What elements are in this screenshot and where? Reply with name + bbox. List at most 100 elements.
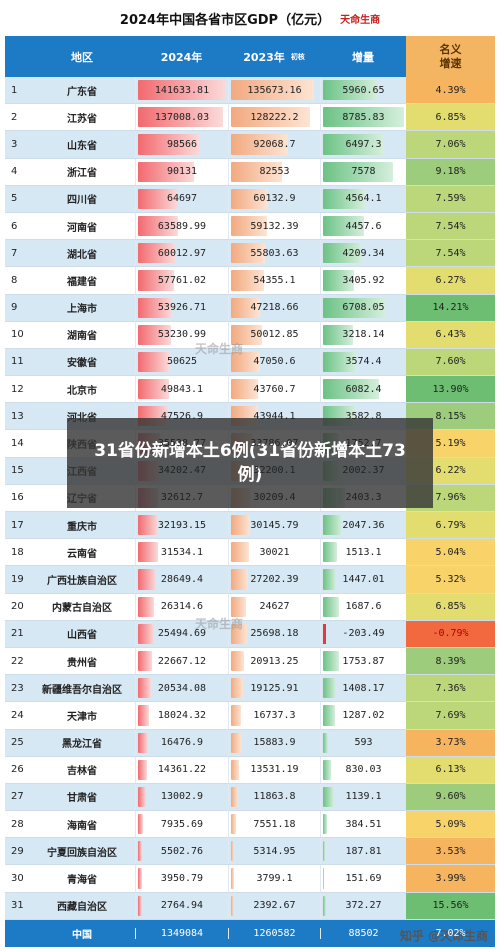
increase-cell: 1687.6 bbox=[320, 593, 406, 620]
rate-value: 6.85% bbox=[435, 601, 466, 613]
rank-value: 6 bbox=[11, 220, 18, 232]
increase-bar bbox=[323, 270, 355, 291]
gdp-2023-bar bbox=[231, 786, 239, 808]
gdp-2024-bar bbox=[138, 243, 176, 264]
increase-value: 2047.36 bbox=[342, 519, 385, 531]
table-row: 6 河南省 63589.99 59132.39 4457.6 7.54% bbox=[5, 212, 495, 241]
gdp-2023-bar bbox=[231, 732, 241, 753]
rate-value: 3.73% bbox=[435, 737, 466, 749]
gdp-2024-bar bbox=[138, 297, 172, 318]
gdp-2024-bar bbox=[138, 895, 142, 916]
region-cell: 海南省 bbox=[29, 811, 135, 837]
increase-cell: 4564.1 bbox=[320, 185, 406, 212]
region-name: 浙江省 bbox=[67, 168, 97, 180]
increase-cell: 2047.36 bbox=[320, 512, 406, 539]
rate-value: 5.04% bbox=[435, 546, 466, 558]
region-name: 广东省 bbox=[67, 86, 97, 98]
region-cell: 青海省 bbox=[29, 865, 135, 891]
gdp-2023-value: 92068.7 bbox=[253, 138, 296, 150]
rate-cell: 5.32% bbox=[406, 566, 495, 593]
gdp-2023-bar bbox=[231, 814, 236, 835]
region-cell: 江苏省 bbox=[29, 104, 135, 130]
gdp-2024-value: 5502.76 bbox=[160, 845, 204, 857]
table-row: 19 广西壮族自治区 28649.4 27202.39 1447.01 5.32% bbox=[5, 566, 495, 594]
increase-value: 1408.17 bbox=[342, 682, 385, 694]
rate-cell: 8.39% bbox=[406, 647, 495, 675]
increase-cell: 6497.3 bbox=[320, 131, 406, 158]
header-increase: 增量 bbox=[352, 50, 374, 64]
rate-cell: 6.13% bbox=[406, 756, 495, 783]
rate-cell: 9.60% bbox=[406, 783, 495, 811]
rate-value: 7.54% bbox=[435, 220, 466, 232]
gdp-2024-cell: 57761.02 bbox=[135, 267, 228, 294]
gdp-2023-value: 60132.9 bbox=[253, 193, 296, 205]
rate-cell: 9.18% bbox=[406, 158, 495, 185]
rank-value: 7 bbox=[11, 247, 18, 259]
rank-cell: 4 bbox=[5, 159, 29, 185]
region-name: 新疆维吾尔自治区 bbox=[42, 684, 122, 696]
region-cell: 四川省 bbox=[29, 186, 135, 212]
gdp-2023-bar bbox=[231, 351, 260, 373]
gdp-2023-cell: 30021 bbox=[228, 539, 320, 566]
rate-cell: 3.73% bbox=[406, 729, 495, 756]
gdp-2023-bar bbox=[231, 841, 235, 862]
gdp-2024-value: 32193.15 bbox=[157, 519, 207, 531]
gdp-2024-value: 49843.1 bbox=[160, 383, 204, 395]
gdp-2023-value: 135673.16 bbox=[247, 84, 302, 96]
gdp-2024-value: 90131 bbox=[166, 166, 198, 178]
gdp-2023-cell: 24627 bbox=[228, 593, 320, 620]
rank-value: 17 bbox=[11, 519, 24, 531]
gdp-2024-bar bbox=[138, 188, 179, 209]
increase-value: 2403.3 bbox=[345, 492, 382, 504]
region-name: 内蒙古自治区 bbox=[52, 603, 112, 615]
gdp-2024-bar bbox=[138, 868, 142, 889]
table-row: 24 天津市 18024.32 16737.3 1287.02 7.69% bbox=[5, 702, 495, 730]
rate-cell: 7.54% bbox=[406, 240, 495, 267]
increase-value: 3574.4 bbox=[345, 356, 382, 368]
gdp-2024-value: 57761.02 bbox=[157, 274, 207, 286]
region-cell: 吉林省 bbox=[29, 757, 135, 783]
gdp-2023-cell: 5314.95 bbox=[228, 838, 320, 865]
rate-cell: 5.04% bbox=[406, 539, 495, 566]
rate-cell: 6.85% bbox=[406, 104, 495, 131]
gdp-2024-value: 16476.9 bbox=[160, 737, 204, 749]
gdp-2024-bar bbox=[138, 841, 142, 862]
region-name: 吉林省 bbox=[67, 766, 97, 778]
gdp-2024-cell: 25494.69 bbox=[135, 620, 228, 647]
rate-cell: 3.99% bbox=[406, 865, 495, 892]
table-row: 28 海南省 7935.69 7551.18 384.51 5.09% bbox=[5, 811, 495, 839]
rate-value: 6.22% bbox=[435, 465, 466, 477]
rate-value: 7.69% bbox=[435, 709, 466, 721]
gdp-2023-bar bbox=[231, 569, 248, 590]
increase-cell: 3405.92 bbox=[320, 267, 406, 294]
gdp-2023-bar bbox=[231, 895, 235, 916]
increase-value: 593 bbox=[354, 737, 373, 749]
rank-cell: 9 bbox=[5, 295, 29, 321]
gdp-2024-value: 34202.47 bbox=[157, 465, 207, 477]
increase-bar bbox=[323, 107, 404, 128]
rate-value: 4.39% bbox=[435, 84, 466, 96]
total-2024: 1349084 bbox=[135, 927, 228, 939]
gdp-2023-value: 33786.07 bbox=[250, 438, 299, 450]
rank-cell: 26 bbox=[5, 757, 29, 783]
gdp-2024-cell: 63589.99 bbox=[135, 212, 228, 240]
increase-bar bbox=[323, 215, 365, 237]
region-name: 天津市 bbox=[67, 711, 97, 723]
region-cell: 浙江省 bbox=[29, 159, 135, 185]
rate-cell: 7.54% bbox=[406, 212, 495, 240]
header-region: 地区 bbox=[71, 50, 93, 64]
gdp-2023-cell: 55803.63 bbox=[228, 240, 320, 267]
rate-cell: 7.36% bbox=[406, 675, 495, 702]
page-title: 2024年中国各省市区GDP（亿元） bbox=[119, 12, 331, 28]
rank-cell: 23 bbox=[5, 675, 29, 701]
region-name: 江苏省 bbox=[67, 113, 97, 125]
gdp-2024-value: 53230.99 bbox=[157, 329, 207, 341]
gdp-2024-bar bbox=[138, 650, 153, 672]
rank-value: 16 bbox=[11, 492, 24, 504]
increase-bar bbox=[323, 134, 383, 155]
rate-cell: -0.79% bbox=[406, 620, 495, 647]
rank-value: 4 bbox=[11, 166, 18, 178]
table-row: 9 上海市 53926.71 47218.66 6708.05 14.21% bbox=[5, 294, 495, 322]
gdp-2024-cell: 31534.1 bbox=[135, 539, 228, 566]
rank-cell: 7 bbox=[5, 240, 29, 266]
